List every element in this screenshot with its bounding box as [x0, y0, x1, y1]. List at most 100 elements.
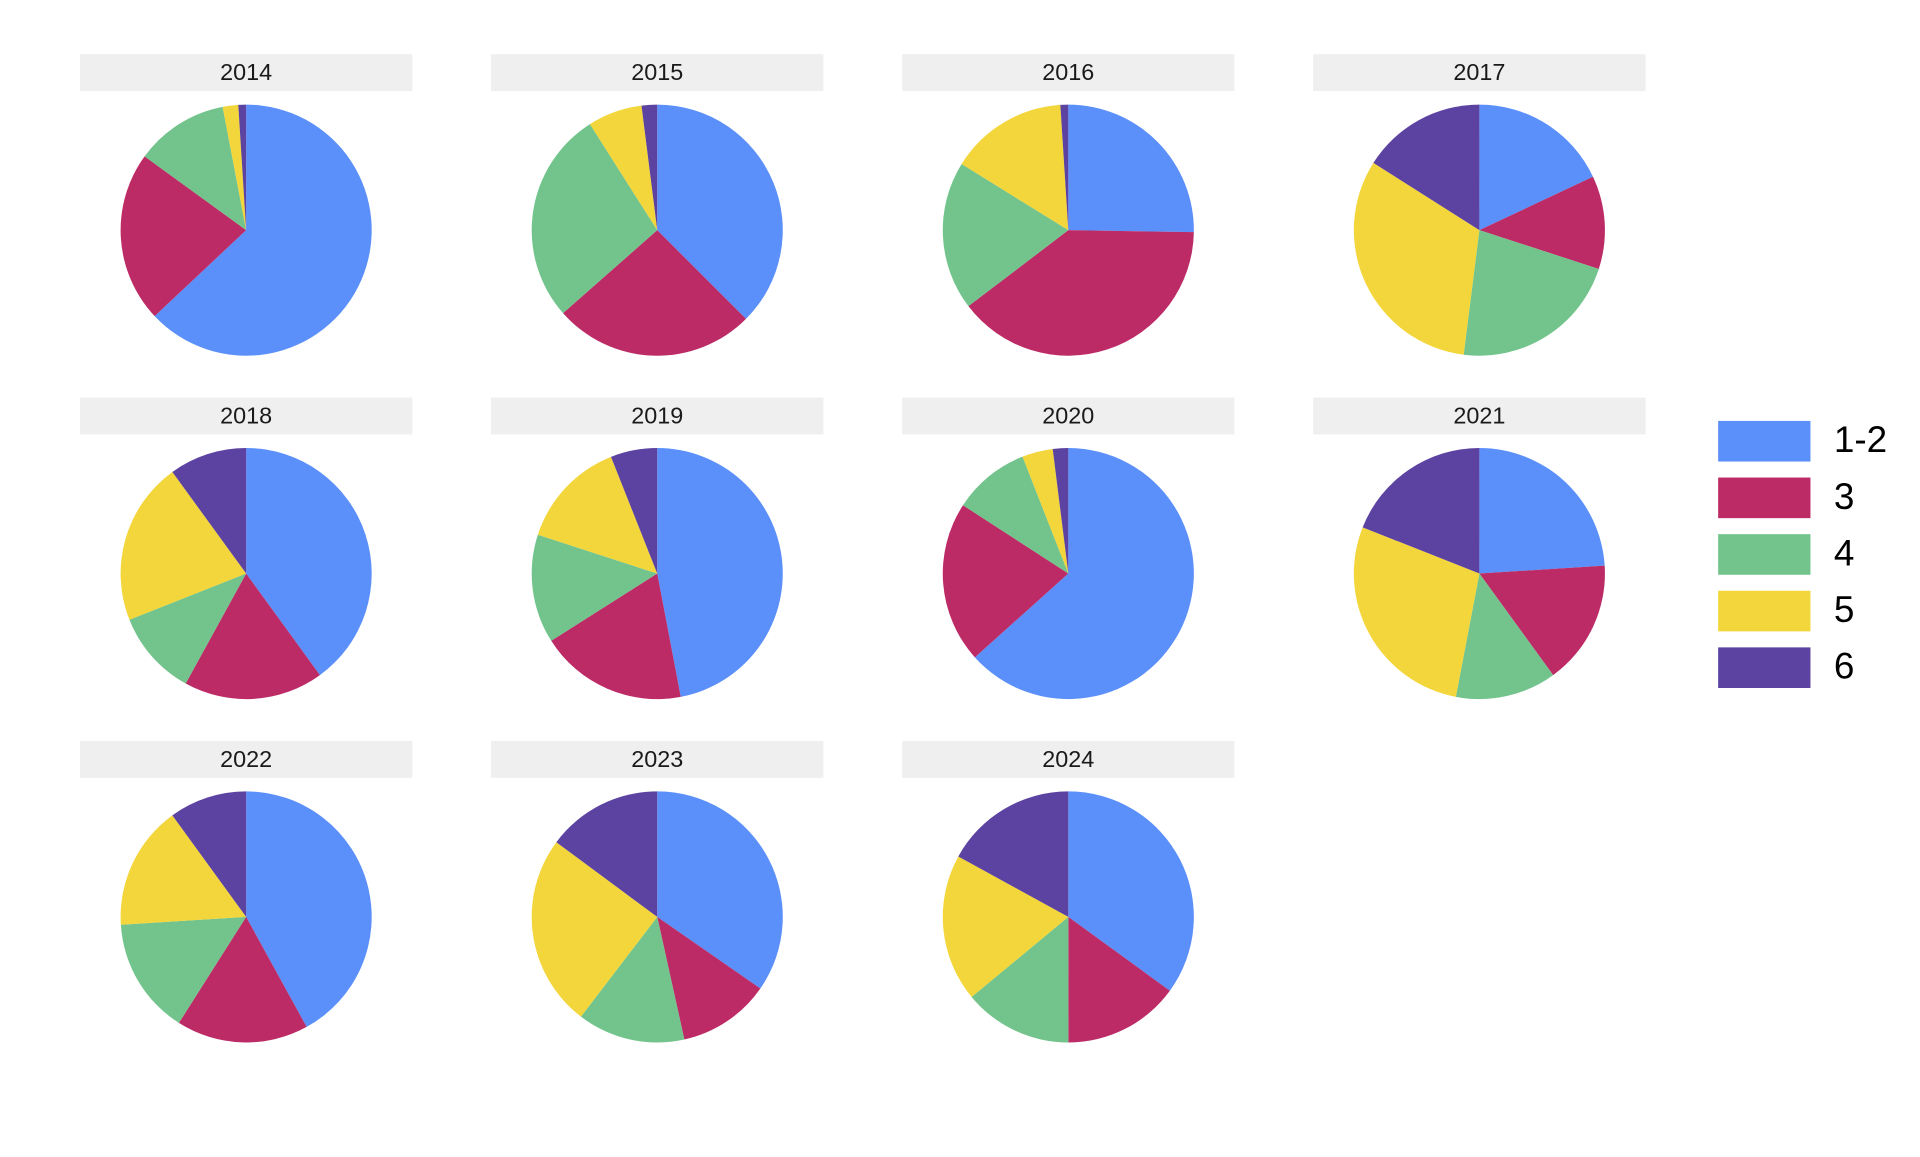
panel-title: 2014 — [220, 59, 272, 85]
pie-panel-2021: 2021 — [1313, 397, 1646, 700]
pie-slice-2024-3 — [1068, 916, 1170, 1043]
legend-label-1-2: 1-2 — [1834, 419, 1887, 460]
panel-title-strip — [80, 740, 413, 778]
legend-swatch-5 — [1718, 590, 1811, 632]
pie-slice-2022-4 — [120, 916, 247, 1023]
pie-slice-2024-1-2 — [1068, 791, 1194, 991]
pie-slice-2022-1-2 — [246, 791, 372, 1027]
pie-slice-2015-3 — [563, 230, 746, 356]
pie-panel-2019: 2019 — [491, 397, 824, 700]
panel-title-strip — [491, 54, 824, 92]
legend: 1-2 3 4 5 6 — [1718, 419, 1887, 688]
legend-label-4: 4 — [1834, 532, 1855, 573]
panel-title-strip — [1313, 397, 1646, 435]
pie-slice-2021-6 — [1362, 448, 1480, 574]
pie-slice-2020-1-2 — [974, 448, 1194, 700]
panel-title: 2018 — [220, 402, 272, 428]
pie-slice-2022-3 — [178, 916, 307, 1043]
pie-slice-2016-5 — [961, 104, 1069, 231]
pie-slice-2019-4 — [531, 534, 658, 641]
pie-slice-2014-1-2 — [154, 104, 372, 356]
pie-slice-2016-1-2 — [1068, 104, 1194, 233]
pie-slice-2016-4 — [942, 163, 1069, 307]
legend-label-3: 3 — [1834, 476, 1855, 517]
pie-slice-2022-5 — [120, 815, 247, 925]
pie-slice-2022-6 — [172, 791, 247, 917]
pie-slice-2019-1-2 — [657, 448, 783, 697]
pie-slice-2015-6 — [641, 104, 658, 231]
pie-slice-2023-3 — [657, 916, 761, 1040]
panel-title-strip — [491, 397, 824, 435]
panel-title: 2022 — [220, 746, 272, 772]
panel-title: 2020 — [1042, 402, 1094, 428]
panel-title-strip — [80, 54, 413, 92]
pie-slice-2015-5 — [589, 105, 658, 231]
panel-title-strip — [1313, 54, 1646, 92]
pie-slice-2018-5 — [120, 471, 247, 620]
panel-title: 2023 — [631, 746, 683, 772]
pie-panel-2015: 2015 — [491, 54, 824, 356]
panel-title: 2024 — [1042, 746, 1094, 772]
pie-slice-2017-5 — [1353, 162, 1480, 355]
pie-slice-2016-6 — [1060, 104, 1069, 231]
panel-title-strip — [902, 397, 1235, 435]
pie-slice-2024-6 — [958, 791, 1069, 917]
legend-swatch-1-2 — [1718, 420, 1811, 462]
pie-slice-2019-3 — [551, 573, 681, 700]
pie-slice-2015-4 — [531, 124, 658, 314]
pie-slice-2018-6 — [172, 448, 247, 574]
pie-slice-2018-4 — [129, 573, 247, 684]
pie-slice-2020-6 — [1052, 448, 1069, 574]
pie-slice-2014-6 — [238, 104, 247, 231]
panel-title-strip — [80, 397, 413, 435]
legend-label-6: 6 — [1834, 646, 1855, 687]
pie-slice-2021-1-2 — [1479, 448, 1605, 574]
pie-slice-2023-4 — [580, 916, 685, 1043]
panel-title: 2015 — [631, 59, 683, 85]
legend-swatch-3 — [1718, 477, 1811, 519]
pie-panel-2022: 2022 — [80, 740, 413, 1043]
pie-slice-2014-3 — [120, 156, 247, 317]
pie-panel-2023: 2023 — [491, 740, 824, 1043]
pie-slice-2020-5 — [1022, 448, 1069, 574]
pie-slice-2021-3 — [1479, 565, 1605, 676]
panel-title-strip — [491, 740, 824, 778]
pie-panel-2017: 2017 — [1313, 54, 1646, 356]
pie-panel-2020: 2020 — [902, 397, 1235, 700]
pie-slice-2021-5 — [1353, 527, 1480, 697]
pie-slice-2019-5 — [537, 456, 658, 574]
pie-slice-2015-1-2 — [657, 104, 783, 319]
pie-slice-2017-3 — [1479, 176, 1605, 269]
pie-slice-2017-1-2 — [1479, 104, 1593, 231]
pie-slice-2014-4 — [144, 106, 247, 231]
pie-slice-2016-3 — [968, 230, 1194, 356]
pie-slice-2023-6 — [556, 791, 658, 917]
pie-slice-2019-6 — [611, 448, 658, 574]
legend-swatch-6 — [1718, 647, 1811, 688]
panel-title: 2019 — [631, 402, 683, 428]
pie-slice-2018-1-2 — [246, 448, 372, 676]
pie-slice-2017-4 — [1463, 230, 1599, 356]
pie-slice-2024-5 — [942, 856, 1069, 997]
pie-panel-2016: 2016 — [902, 54, 1235, 356]
pie-slice-2024-4 — [971, 916, 1069, 1043]
legend-swatch-4 — [1718, 534, 1811, 575]
chart-body: 2014 2015 2016 2017 2018 2019 2020 2021 2022 2023… — [80, 54, 1887, 1043]
legend-label-5: 5 — [1834, 589, 1855, 630]
panel-title: 2016 — [1042, 59, 1094, 85]
pie-slice-2023-5 — [531, 842, 658, 1017]
pie-slice-2020-3 — [942, 505, 1069, 658]
pie-slice-2014-5 — [222, 104, 247, 231]
pie-slice-2021-4 — [1455, 573, 1554, 700]
pie-panel-2018: 2018 — [80, 397, 413, 700]
pie-slice-2017-6 — [1373, 104, 1480, 231]
panel-title-strip — [902, 740, 1235, 778]
panel-title: 2017 — [1453, 59, 1505, 85]
pie-panel-2014: 2014 — [80, 54, 413, 356]
panel-title: 2021 — [1453, 402, 1505, 428]
pie-slice-2023-1-2 — [657, 791, 783, 989]
pie-slice-2018-3 — [185, 573, 320, 700]
pie-panel-2024: 2024 — [902, 740, 1235, 1043]
